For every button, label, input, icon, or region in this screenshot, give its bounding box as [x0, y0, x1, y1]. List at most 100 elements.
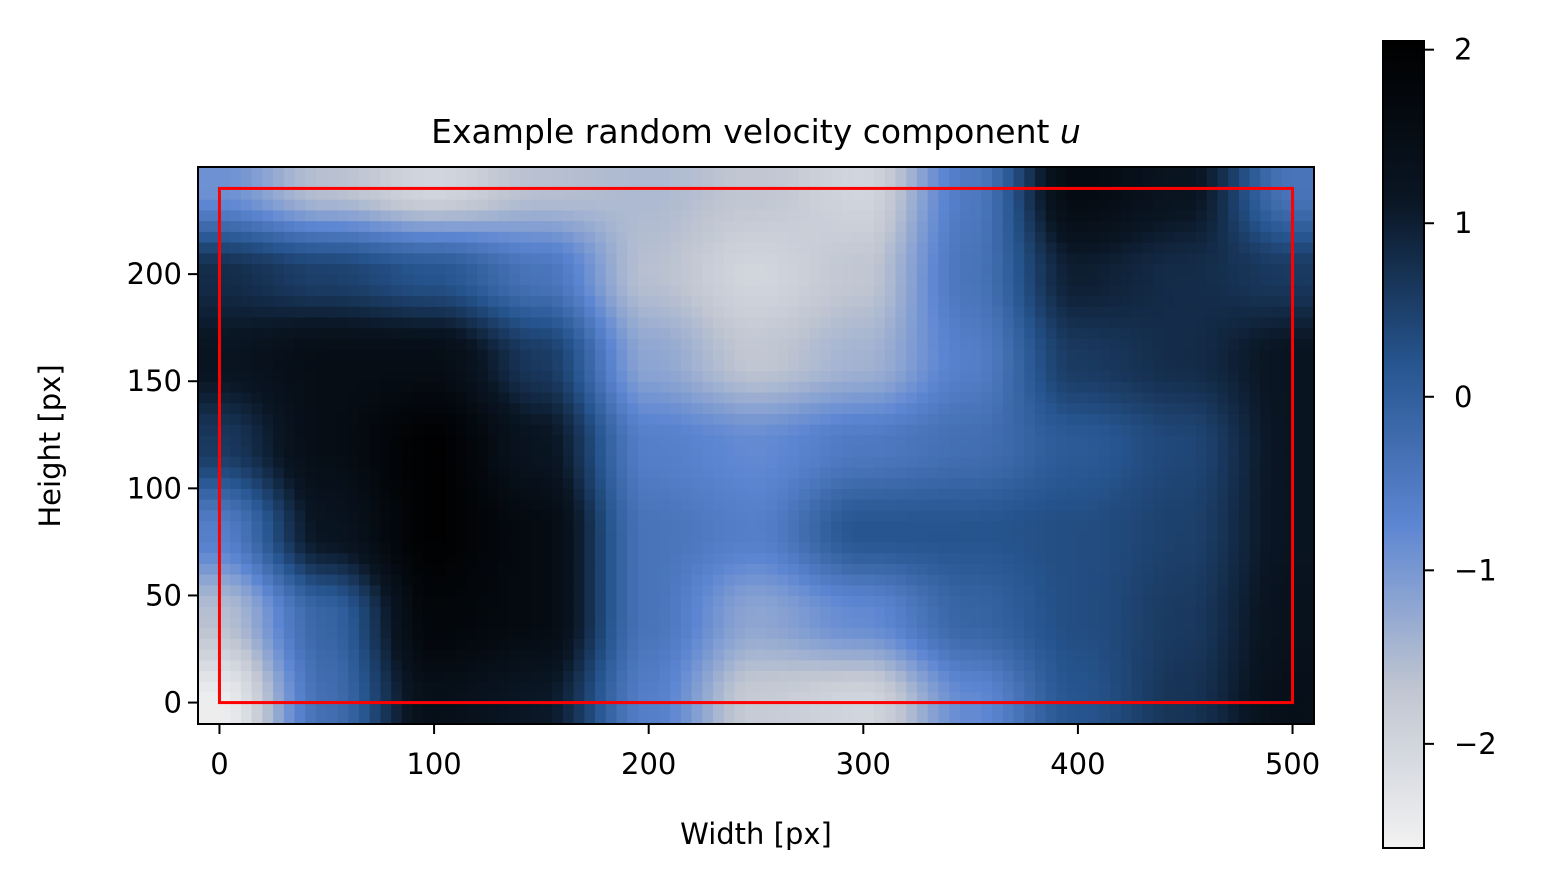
heatmap-cell	[906, 284, 918, 297]
heatmap-cell	[713, 263, 725, 275]
heatmap-cell	[627, 606, 639, 618]
heatmap-cell	[927, 531, 940, 543]
heatmap-cell	[541, 413, 553, 425]
heatmap-cell	[219, 295, 231, 307]
heatmap-cell	[530, 338, 542, 350]
heatmap-cell	[1217, 691, 1229, 704]
heatmap-cell	[487, 649, 500, 661]
heatmap-cell	[938, 616, 950, 629]
heatmap-cell	[616, 434, 628, 447]
heatmap-cell	[884, 552, 897, 564]
heatmap-cell	[648, 434, 661, 447]
heatmap-cell	[637, 499, 650, 511]
heatmap-cell	[841, 456, 854, 468]
heatmap-cell	[466, 306, 478, 318]
heatmap-cell	[434, 177, 446, 190]
heatmap-cell	[884, 306, 897, 318]
heatmap-cell	[713, 691, 725, 704]
heatmap-cell	[831, 241, 843, 254]
heatmap-cell	[283, 327, 296, 339]
heatmap-cell	[348, 370, 360, 382]
heatmap-cell	[305, 520, 317, 532]
heatmap-cell	[562, 638, 575, 650]
heatmap-cell	[895, 563, 907, 575]
heatmap-cell	[1077, 199, 1090, 211]
heatmap-cell	[831, 231, 843, 243]
heatmap-cell	[348, 649, 360, 661]
heatmap-cell	[552, 241, 564, 254]
heatmap-cell	[519, 659, 532, 672]
heatmap-cell	[766, 424, 779, 436]
heatmap-cell	[959, 370, 972, 382]
heatmap-cell	[627, 284, 639, 297]
heatmap-cell	[595, 606, 607, 618]
heatmap-cell	[230, 188, 242, 200]
heatmap-cell	[734, 649, 746, 661]
heatmap-cell	[981, 167, 993, 179]
heatmap-cell	[230, 659, 242, 672]
heatmap-cell	[1131, 488, 1143, 500]
heatmap-cell	[841, 231, 854, 243]
heatmap-cell	[809, 552, 821, 564]
heatmap-cell	[691, 606, 703, 618]
heatmap-cell	[1174, 327, 1186, 339]
heatmap-cell	[1217, 595, 1229, 607]
heatmap-cell	[1131, 541, 1143, 554]
heatmap-cell	[992, 434, 1004, 447]
heatmap-cell	[863, 509, 875, 522]
heatmap-cell	[798, 359, 811, 372]
heatmap-cell	[1099, 327, 1111, 339]
heatmap-cell	[1013, 231, 1025, 243]
heatmap-cell	[981, 509, 993, 522]
heatmap-cell	[337, 445, 349, 457]
heatmap-cell	[874, 499, 886, 511]
heatmap-cell	[1185, 713, 1197, 724]
heatmap-cell	[670, 327, 682, 339]
heatmap-cell	[627, 541, 639, 554]
heatmap-cell	[466, 552, 478, 564]
heatmap-cell	[1120, 456, 1133, 468]
heatmap-cell	[1024, 702, 1036, 714]
heatmap-cell	[1056, 402, 1068, 414]
heatmap-cell	[519, 477, 532, 489]
heatmap-cell	[680, 499, 693, 511]
heatmap-cell	[659, 434, 671, 447]
heatmap-cell	[1206, 391, 1219, 404]
heatmap-cell	[863, 445, 875, 457]
heatmap-cell	[391, 209, 403, 222]
heatmap-cell	[927, 177, 940, 190]
heatmap-cell	[895, 520, 907, 532]
heatmap-cell	[444, 691, 457, 704]
heatmap-cell	[756, 638, 768, 650]
heatmap-cell	[702, 263, 714, 275]
heatmap-cell	[1077, 574, 1090, 586]
heatmap-cell	[1045, 520, 1058, 532]
heatmap-cell	[648, 616, 661, 629]
heatmap-cell	[477, 520, 489, 532]
heatmap-cell	[788, 199, 800, 211]
heatmap-cell	[358, 670, 371, 682]
heatmap-cell	[1088, 434, 1100, 447]
heatmap-cell	[874, 456, 886, 468]
heatmap-cell	[1110, 220, 1122, 232]
heatmap-cell	[949, 381, 961, 393]
heatmap-cell	[552, 413, 564, 425]
heatmap-cell	[584, 563, 596, 575]
heatmap-cell	[680, 370, 693, 382]
heatmap-cell	[358, 316, 371, 329]
heatmap-cell	[1153, 574, 1165, 586]
heatmap-cell	[906, 477, 918, 489]
heatmap-cell	[1206, 349, 1219, 361]
heatmap-cell	[380, 295, 392, 307]
heatmap-cell	[670, 209, 682, 222]
heatmap-cell	[595, 638, 607, 650]
heatmap-cell	[595, 220, 607, 232]
heatmap-cell	[562, 509, 575, 522]
heatmap-cell	[1013, 627, 1025, 639]
heatmap-cell	[444, 681, 457, 693]
heatmap-cell	[294, 209, 306, 222]
heatmap-cell	[691, 702, 703, 714]
heatmap-cell	[1045, 574, 1058, 586]
heatmap-cell	[530, 327, 542, 339]
heatmap-cell	[756, 445, 768, 457]
